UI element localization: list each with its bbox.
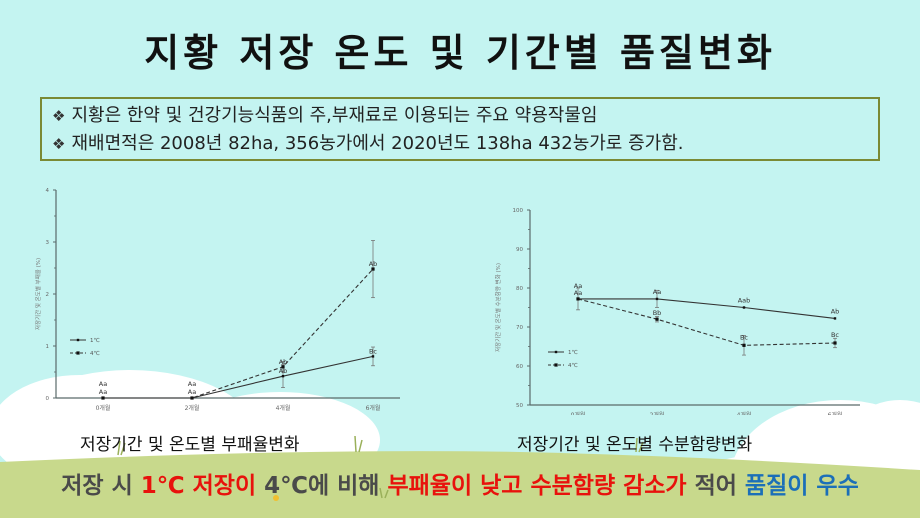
conclusion-segment: 품질이 우수 xyxy=(744,473,859,499)
y-tick-label: 70 xyxy=(516,325,523,331)
data-point xyxy=(281,365,285,369)
y-tick-label: 4 xyxy=(46,188,50,194)
significance-label: Aa xyxy=(574,282,582,290)
y-tick-label: 2 xyxy=(46,292,50,298)
legend-label: 4℃ xyxy=(568,362,578,369)
significance-label: Aa xyxy=(99,388,107,396)
x-tick-label: 2개월 xyxy=(185,404,200,412)
x-tick-label: 2개월 xyxy=(650,411,665,415)
significance-label: Aab xyxy=(738,297,751,305)
data-point xyxy=(576,297,580,301)
significance-label: Bc xyxy=(369,347,377,355)
significance-label: Ab xyxy=(279,358,288,366)
data-point xyxy=(371,355,375,358)
significance-label: Aa xyxy=(574,289,582,297)
data-point xyxy=(190,396,194,400)
diamond-bullet-icon: ❖ xyxy=(52,107,66,125)
legend-label: 4℃ xyxy=(90,350,100,357)
significance-label: Aa xyxy=(188,380,196,388)
y-tick-label: 80 xyxy=(516,286,523,292)
conclusion-segment: 1℃ 저장이 xyxy=(140,473,265,499)
data-point xyxy=(281,374,285,378)
conclusion-segment: 4℃에 비해 xyxy=(264,473,388,499)
y-axis-label: 저장기간 및 온도별 수분함량 변화 (%) xyxy=(494,263,502,352)
legend-label: 1℃ xyxy=(90,337,100,344)
significance-label: Bb xyxy=(653,309,662,317)
y-tick-label: 50 xyxy=(516,403,523,409)
series-line-4c xyxy=(577,298,836,346)
x-tick-label: 6개월 xyxy=(828,411,843,415)
conclusion-text: 저장 시 1℃ 저장이 4℃에 비해 부패율이 낮고 수분함량 감소가 적어 품… xyxy=(0,466,920,500)
page-title: 지황 저장 온도 및 기간별 품질변화 xyxy=(144,31,776,75)
y-tick-label: 3 xyxy=(46,240,50,246)
legend-label: 1℃ xyxy=(568,349,578,356)
significance-label: Aa xyxy=(99,380,107,388)
x-tick-label: 4개월 xyxy=(737,411,752,415)
info-box: ❖ 지황은 한약 및 건강기능식품의 주,부재료로 이용되는 주요 약용작물임 ❖… xyxy=(40,97,880,161)
x-tick-label: 4개월 xyxy=(276,404,291,412)
info-line-1: ❖ 지황은 한약 및 건강기능식품의 주,부재료로 이용되는 주요 약용작물임 xyxy=(52,105,598,126)
significance-label: Aa xyxy=(188,388,196,396)
data-point xyxy=(655,317,659,321)
y-tick-label: 60 xyxy=(516,364,523,370)
caption-moisture-chart: 저장기간 및 온도별 수분함량변화 xyxy=(517,435,753,455)
x-tick-label: 0개월 xyxy=(571,411,586,415)
conclusion-segment: 부패율이 낮고 수분함량 감소가 xyxy=(387,473,695,499)
x-tick-label: 6개월 xyxy=(366,404,381,412)
y-tick-label: 0 xyxy=(46,396,50,402)
info-line-2: ❖ 재배면적은 2008년 82ha, 356농가에서 2020년도 138ha … xyxy=(52,133,684,154)
data-point xyxy=(833,317,837,320)
data-point xyxy=(371,267,375,271)
flower-icon xyxy=(273,495,279,501)
significance-label: Ab xyxy=(279,367,288,375)
series-line-1c xyxy=(103,355,374,399)
significance-label: Bc xyxy=(831,331,839,339)
y-tick-label: 1 xyxy=(46,344,50,350)
significance-label: Aa xyxy=(653,288,661,296)
conclusion-segment: 적어 xyxy=(694,473,745,499)
y-tick-label: 90 xyxy=(516,247,523,253)
significance-label: Bc xyxy=(740,333,748,341)
x-tick-label: 0개월 xyxy=(96,404,111,412)
moisture-content-chart: 50 60 70 80 90 100 0개월 2개월 4개월 6개월 저장기간 및 온도별 수분함량… xyxy=(494,208,860,415)
grass-hill xyxy=(0,451,920,518)
y-axis-label: 저장기간 및 온도별 부패율 (%) xyxy=(34,258,42,330)
grass-tufts xyxy=(117,435,644,499)
series-line-1c xyxy=(578,298,836,319)
series-line-4c xyxy=(103,268,374,399)
data-point xyxy=(101,396,105,400)
significance-label: Ab xyxy=(369,260,378,268)
y-tick-label: 100 xyxy=(513,208,524,214)
data-point xyxy=(742,343,746,347)
conclusion-segment: 저장 시 xyxy=(61,473,141,499)
data-point xyxy=(655,297,659,301)
caption-decay-chart: 저장기간 및 온도별 부패율변화 xyxy=(80,435,300,455)
significance-label: Ab xyxy=(831,307,840,315)
data-point xyxy=(742,306,746,309)
data-point xyxy=(833,341,837,345)
diamond-bullet-icon: ❖ xyxy=(52,135,66,153)
